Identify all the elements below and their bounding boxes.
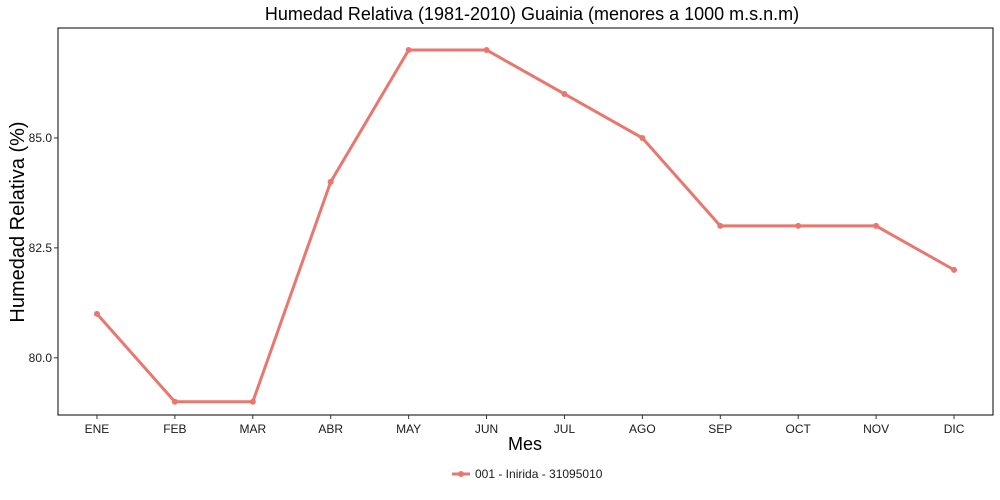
y-tick-label: 80.0: [29, 351, 53, 365]
chart-title: Humedad Relativa (1981-2010) Guainia (me…: [265, 4, 799, 24]
x-tick-label: AGO: [629, 422, 656, 436]
data-point: [93, 310, 100, 317]
y-axis-label: Humedad Relativa (%): [7, 121, 29, 322]
legend-label: 001 - Inirida - 31095010: [475, 467, 603, 481]
y-axis: 80.0 82.5 85.0: [29, 131, 58, 365]
legend: 001 - Inirida - 31095010: [452, 467, 603, 481]
y-tick-label: 85.0: [29, 131, 53, 145]
data-point: [405, 46, 412, 53]
data-point: [951, 266, 958, 273]
data-point: [171, 398, 178, 405]
data-point: [717, 222, 724, 229]
x-axis-label: Mes: [508, 434, 542, 454]
data-point: [873, 222, 880, 229]
data-point: [639, 134, 646, 141]
data-point: [561, 90, 568, 97]
legend-swatch-point: [458, 471, 464, 477]
x-tick-label: NOV: [863, 422, 889, 436]
x-tick-label: ABR: [318, 422, 343, 436]
series-line: [95, 48, 956, 404]
data-point: [795, 222, 802, 229]
plot-area-border: [57, 27, 994, 416]
data-point: [249, 398, 256, 405]
x-tick-label: JUL: [554, 422, 576, 436]
x-tick-label: SEP: [708, 422, 732, 436]
series-layer: [93, 46, 958, 405]
x-tick-label: ENE: [85, 422, 110, 436]
x-tick-label: MAR: [239, 422, 266, 436]
data-point: [327, 178, 334, 185]
x-tick-label: OCT: [786, 422, 812, 436]
y-tick-label: 82.5: [29, 241, 53, 255]
x-tick-label: JUN: [475, 422, 498, 436]
x-axis: ENE FEB MAR ABR MAY JUN JUL AGO SEP OCT NOV DIC: [85, 415, 965, 436]
x-tick-label: DIC: [944, 422, 965, 436]
x-tick-label: MAY: [396, 422, 421, 436]
x-tick-label: FEB: [163, 422, 186, 436]
data-point: [483, 46, 490, 53]
